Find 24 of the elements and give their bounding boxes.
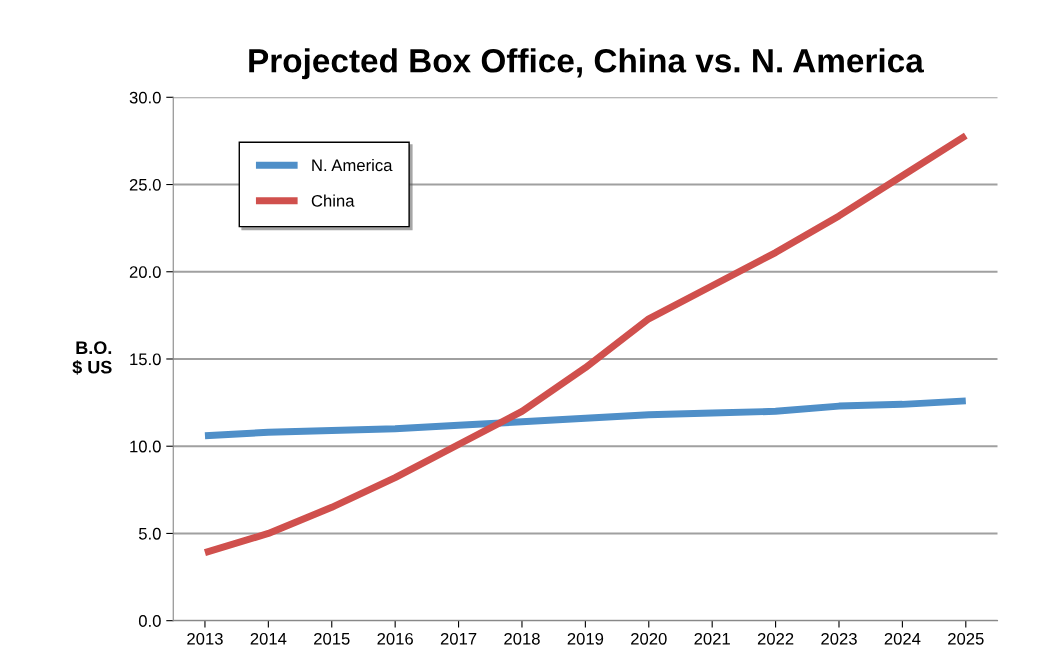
- legend-label: China: [311, 194, 355, 207]
- x-tick-label: 2013: [187, 632, 223, 645]
- x-tick-label: 2017: [440, 632, 477, 645]
- x-tick-label: 2015: [314, 632, 350, 645]
- x-tick-label: 2021: [694, 632, 730, 645]
- x-tick-label: 2024: [884, 632, 921, 645]
- x-tick-label: 2023: [821, 632, 857, 645]
- x-tick-label: 2025: [948, 632, 984, 645]
- y-tick-label: 0.0: [138, 615, 161, 627]
- x-tick-label: 2016: [377, 632, 413, 645]
- y-tick-label: 20.0: [129, 266, 161, 278]
- y-axis-title: B.O. $ US: [72, 341, 112, 375]
- x-tick-label: 2022: [757, 632, 794, 645]
- y-tick-label: 25.0: [129, 178, 161, 191]
- y-tick-label: 15.0: [130, 353, 161, 366]
- legend-label: N. America: [312, 158, 393, 172]
- chart-title: Projected Box Office, China vs. N. America: [249, 48, 924, 80]
- x-tick-label: 2019: [567, 632, 604, 645]
- y-tick-label: 5.0: [138, 527, 161, 540]
- x-tick-label: 2020: [631, 632, 667, 645]
- x-tick-label: 2018: [504, 632, 540, 645]
- y-tick-label: 30.0: [129, 91, 161, 104]
- y-tick-label: 10.0: [130, 440, 161, 453]
- x-tick-label: 2014: [250, 632, 287, 645]
